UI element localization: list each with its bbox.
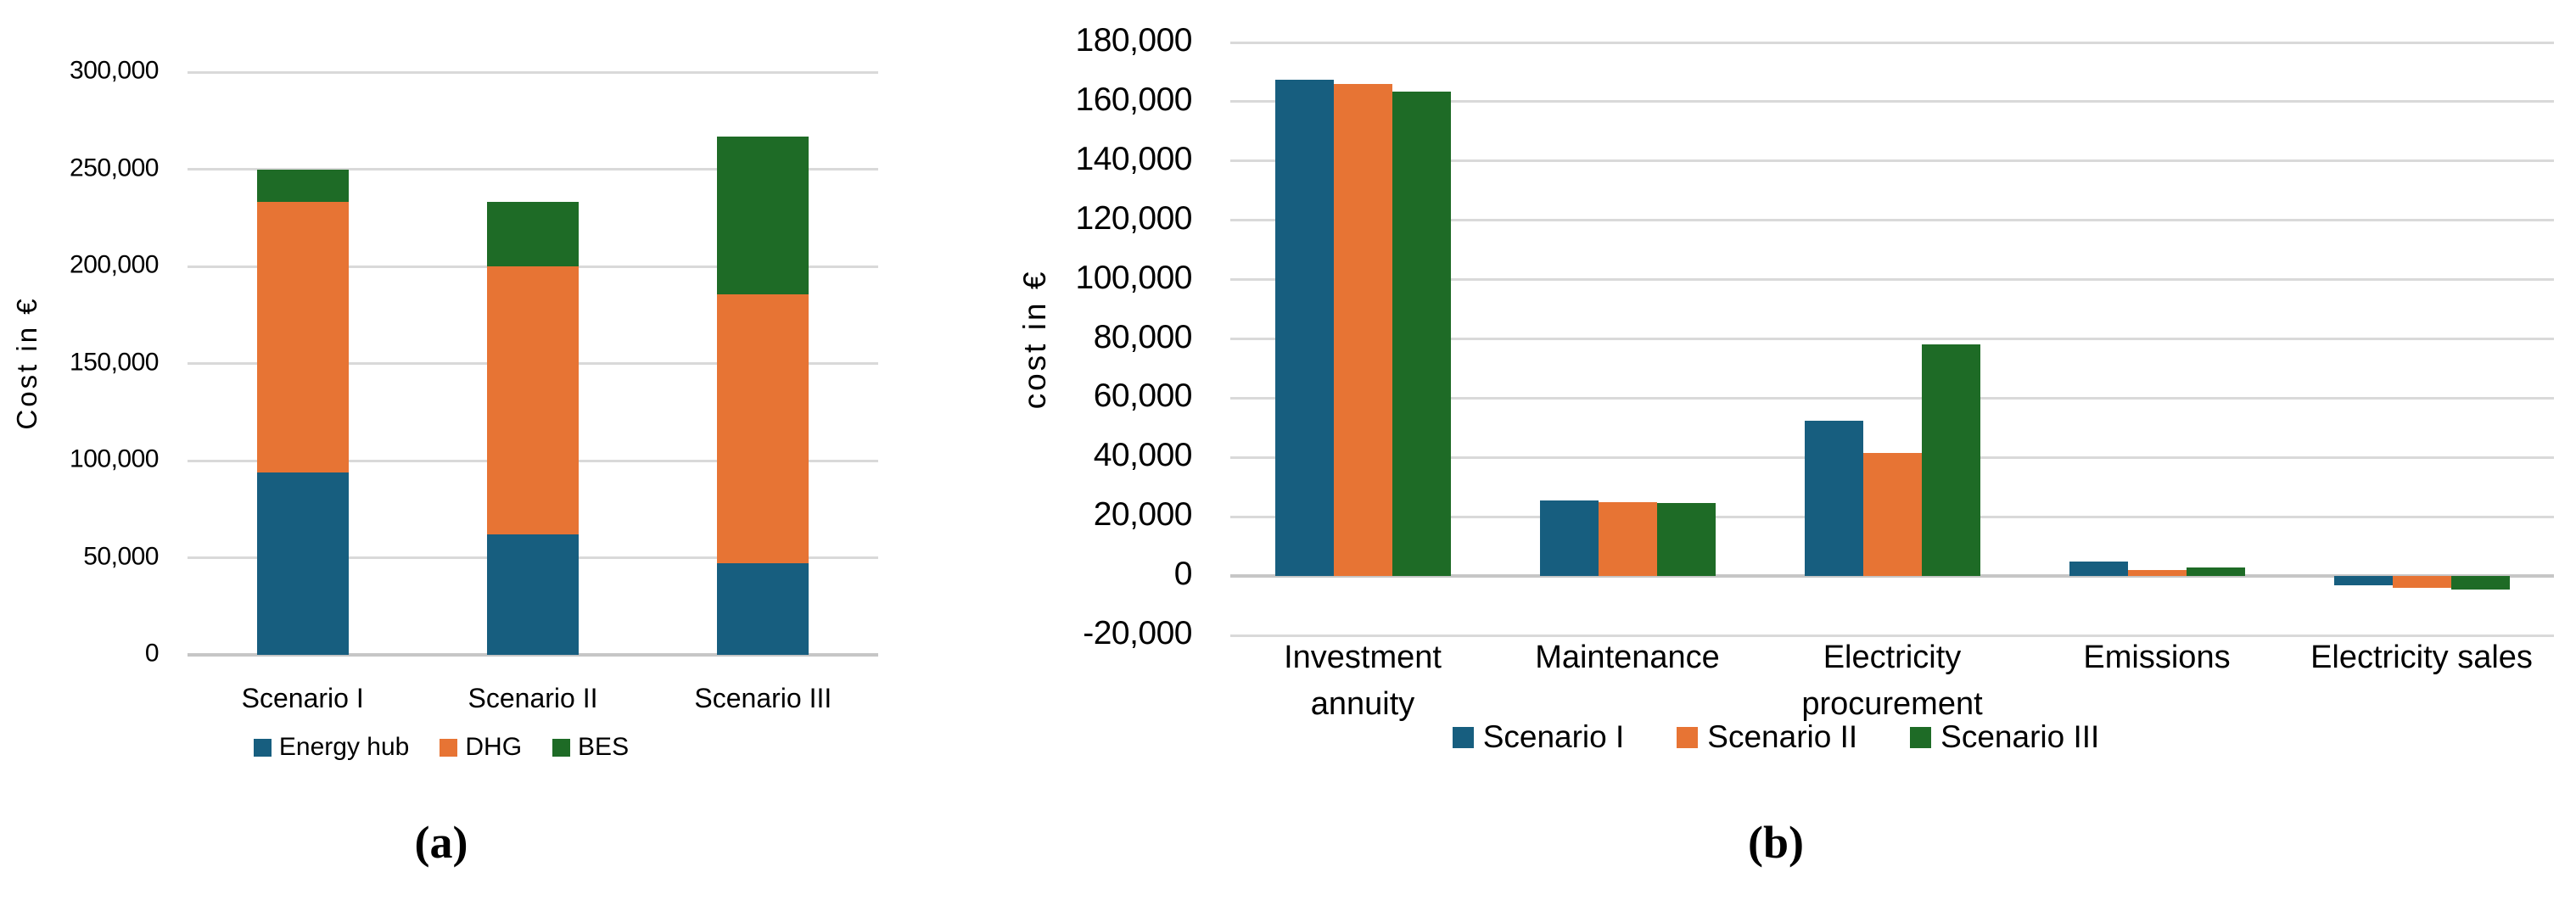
legend-swatch-icon [1910, 726, 1932, 748]
legend-swatch-icon [1677, 726, 1699, 748]
legend-item: Scenario III [1910, 719, 2099, 755]
x-category-label: Investment annuity [1284, 640, 1442, 723]
legend: Energy hub DHG BES [0, 733, 882, 762]
legend-label: Scenario III [1940, 719, 2100, 754]
gridline [1230, 278, 2554, 282]
y-tick-label: 50,000 [83, 542, 159, 571]
legend-swatch-icon [552, 738, 571, 757]
legend-label: Energy hub [278, 733, 410, 761]
y-tick-label: 250,000 [70, 154, 159, 182]
bar-segment-energy-hub [256, 472, 349, 655]
y-tick-label: 20,000 [1093, 496, 1193, 534]
bar-scenario-iii [1921, 344, 1980, 577]
bar-scenario-ii [1333, 83, 1392, 577]
y-tick-label: 40,000 [1093, 437, 1193, 474]
gridline [1230, 338, 2554, 340]
bar-scenario-iii [1392, 91, 1451, 577]
x-category-label: Electricity procurement [1801, 640, 1983, 723]
y-tick-label: 80,000 [1093, 318, 1193, 355]
y-tick-label: -20,000 [1083, 615, 1192, 652]
bar-segment-dhg [487, 266, 579, 535]
bar-segment-dhg [256, 202, 349, 472]
legend-swatch-icon [1452, 726, 1474, 748]
legend-swatch-icon [253, 738, 272, 757]
legend-item: Scenario I [1452, 719, 1625, 755]
legend-item: BES [552, 733, 629, 762]
bar-scenario-ii [1862, 453, 1922, 577]
y-axis-title: cost in € [1017, 269, 1052, 410]
y-tick-label: 100,000 [1075, 259, 1193, 296]
bar-scenario-iii [1656, 503, 1716, 577]
legend-label: Scenario I [1482, 719, 1625, 754]
gridline [1230, 159, 2554, 163]
y-tick-label: 100,000 [70, 444, 159, 473]
bar-scenario-ii [1598, 501, 1657, 577]
chart-panel-a: (a) 0 50,000 100,000 150,000 200,000 250,000 3… [0, 0, 882, 900]
x-category-label: Scenario III [694, 683, 832, 713]
legend: Scenario I Scenario II Scenario III [976, 719, 2576, 755]
bar-scenario-i [2069, 561, 2128, 577]
x-category-label: Maintenance [1535, 640, 1720, 675]
bar-scenario-i [2333, 576, 2393, 585]
y-tick-label: 120,000 [1075, 199, 1193, 237]
bar-segment-energy-hub [487, 534, 579, 655]
y-tick-label: 0 [1173, 556, 1193, 593]
y-axis-title: Cost in € [11, 296, 42, 430]
chart-panel-b: (b) -20,000 0 20,000 40,000 60,000 80,000 100,… [976, 0, 2576, 900]
caption-b: (b) [1748, 817, 1804, 868]
gridline [188, 168, 878, 170]
y-tick-label: 180,000 [1075, 22, 1193, 59]
gridline [1230, 41, 2554, 44]
y-tick-label: 150,000 [70, 348, 159, 377]
y-tick-label: 160,000 [1075, 81, 1193, 119]
bar-scenario-ii [2392, 576, 2451, 589]
gridline [188, 70, 878, 74]
x-category-label: Scenario II [468, 683, 598, 713]
gridline [1230, 100, 2554, 103]
bar-scenario-iii [2186, 567, 2245, 577]
gridline [1230, 396, 2554, 400]
bar-segment-energy-hub [717, 563, 809, 655]
x-category-label: Emissions [2083, 640, 2231, 675]
x-category-label: Scenario I [241, 683, 364, 713]
legend-item: Energy hub [253, 733, 410, 762]
gridline [1230, 634, 2554, 637]
legend-item: Scenario II [1677, 719, 1857, 755]
caption-a: (a) [414, 817, 468, 868]
bar-segment-bes [717, 136, 809, 295]
bar-scenario-i [1539, 500, 1599, 577]
x-category-label: Electricity sales [2310, 640, 2533, 675]
bar-scenario-i [1274, 79, 1334, 577]
zero-axis-line [188, 653, 878, 657]
y-tick-label: 140,000 [1075, 141, 1193, 178]
legend-label: BES [578, 733, 630, 761]
bar-segment-bes [487, 202, 579, 266]
bar-segment-bes [256, 169, 349, 203]
y-tick-label: 300,000 [70, 56, 159, 85]
bar-scenario-ii [2127, 570, 2187, 577]
legend-item: DHG [440, 733, 522, 762]
zero-axis-line [1230, 574, 2554, 579]
bar-scenario-i [1804, 420, 1863, 577]
gridline [1230, 219, 2554, 222]
bar-scenario-iii [2450, 576, 2510, 590]
legend-label: DHG [465, 733, 523, 761]
bar-segment-dhg [717, 294, 809, 564]
legend-swatch-icon [440, 738, 458, 757]
y-tick-label: 0 [144, 639, 160, 668]
y-tick-label: 60,000 [1093, 377, 1193, 415]
legend-label: Scenario II [1707, 719, 1858, 754]
y-tick-label: 200,000 [70, 250, 159, 279]
